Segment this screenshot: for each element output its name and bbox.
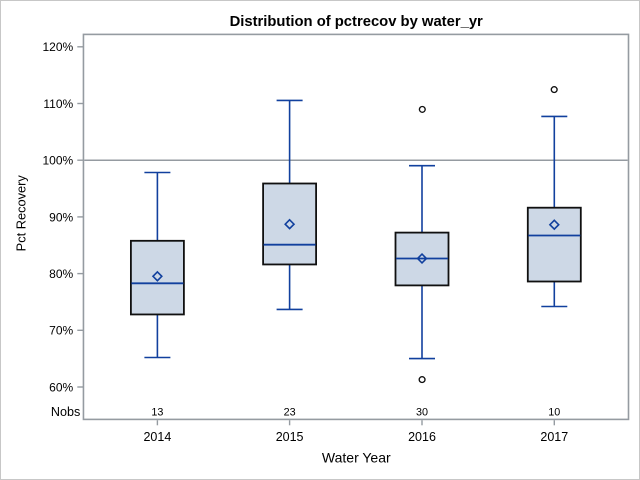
- svg-text:23: 23: [284, 406, 296, 418]
- svg-text:110%: 110%: [43, 97, 73, 111]
- svg-text:Distribution of pctrecov by wa: Distribution of pctrecov by water_yr: [230, 14, 483, 30]
- svg-text:90%: 90%: [49, 210, 73, 224]
- svg-text:2017: 2017: [540, 430, 568, 444]
- svg-text:Water Year: Water Year: [322, 449, 391, 465]
- svg-text:2016: 2016: [408, 430, 436, 444]
- svg-text:60%: 60%: [49, 380, 73, 394]
- svg-text:Pct Recovery: Pct Recovery: [13, 175, 28, 252]
- svg-text:100%: 100%: [42, 154, 73, 168]
- svg-text:13: 13: [151, 406, 163, 418]
- svg-text:80%: 80%: [49, 267, 73, 281]
- svg-text:2015: 2015: [276, 430, 304, 444]
- svg-text:70%: 70%: [49, 324, 73, 338]
- svg-text:2014: 2014: [143, 430, 171, 444]
- svg-text:10: 10: [548, 406, 560, 418]
- svg-text:30: 30: [416, 406, 428, 418]
- svg-text:120%: 120%: [42, 40, 73, 54]
- svg-text:Nobs: Nobs: [51, 405, 80, 419]
